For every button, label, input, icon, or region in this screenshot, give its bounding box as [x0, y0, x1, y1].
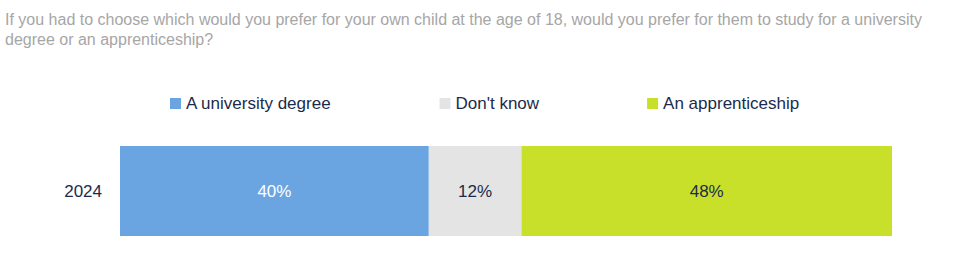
- svg-text:48%: 48%: [690, 182, 724, 201]
- svg-text:An apprenticeship: An apprenticeship: [663, 94, 799, 113]
- svg-text:Don't know: Don't know: [456, 94, 540, 113]
- svg-text:2024: 2024: [64, 182, 102, 201]
- svg-text:40%: 40%: [257, 182, 291, 201]
- svg-text:A university degree: A university degree: [186, 94, 331, 113]
- svg-text:If you had to choose which wou: If you had to choose which would you pre…: [5, 11, 926, 28]
- svg-text:12%: 12%: [458, 182, 492, 201]
- svg-text:degree or an apprenticeship?: degree or an apprenticeship?: [5, 31, 213, 48]
